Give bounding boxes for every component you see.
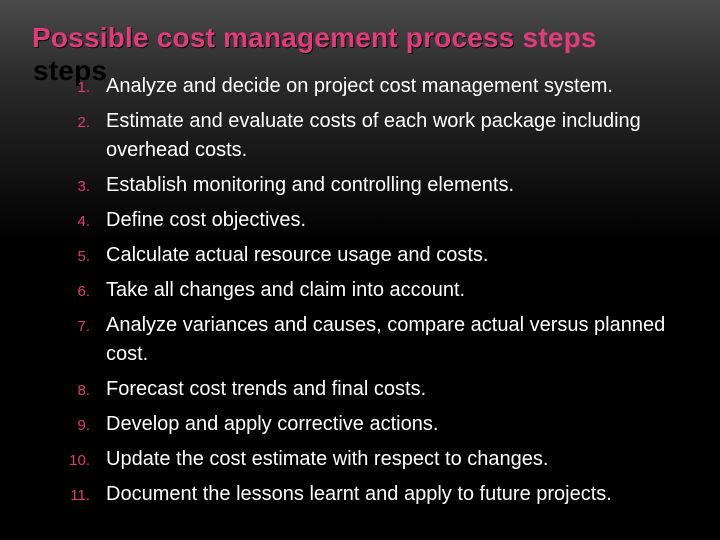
list-item: Analyze variances and causes, compare ac… (92, 311, 688, 369)
list-item: Analyze and decide on project cost manag… (92, 72, 688, 101)
list-item: Take all changes and claim into account. (92, 276, 688, 305)
title-text: Possible cost management process steps (32, 22, 597, 53)
steps-list: Analyze and decide on project cost manag… (32, 72, 688, 509)
list-item: Establish monitoring and controlling ele… (92, 171, 688, 200)
item-text: Establish monitoring and controlling ele… (106, 174, 514, 196)
item-text: Estimate and evaluate costs of each work… (106, 110, 641, 161)
list-item: Update the cost estimate with respect to… (92, 445, 688, 474)
list-item: Develop and apply corrective actions. (92, 410, 688, 439)
item-text: Analyze and decide on project cost manag… (106, 75, 613, 97)
item-text: Forecast cost trends and final costs. (106, 378, 426, 400)
item-text: Define cost objectives. (106, 209, 306, 231)
list-item: Forecast cost trends and final costs. (92, 375, 688, 404)
item-text: Analyze variances and causes, compare ac… (106, 314, 665, 365)
item-text: Calculate actual resource usage and cost… (106, 244, 488, 266)
list-item: Define cost objectives. (92, 206, 688, 235)
slide: Possible cost management process steps P… (0, 0, 720, 540)
item-text: Update the cost estimate with respect to… (106, 448, 548, 470)
list-item: Calculate actual resource usage and cost… (92, 241, 688, 270)
slide-title: Possible cost management process steps P… (32, 22, 688, 54)
item-text: Document the lessons learnt and apply to… (106, 483, 612, 505)
list-item: Estimate and evaluate costs of each work… (92, 107, 688, 165)
item-text: Develop and apply corrective actions. (106, 413, 438, 435)
list-item: Document the lessons learnt and apply to… (92, 480, 688, 509)
item-text: Take all changes and claim into account. (106, 279, 465, 301)
